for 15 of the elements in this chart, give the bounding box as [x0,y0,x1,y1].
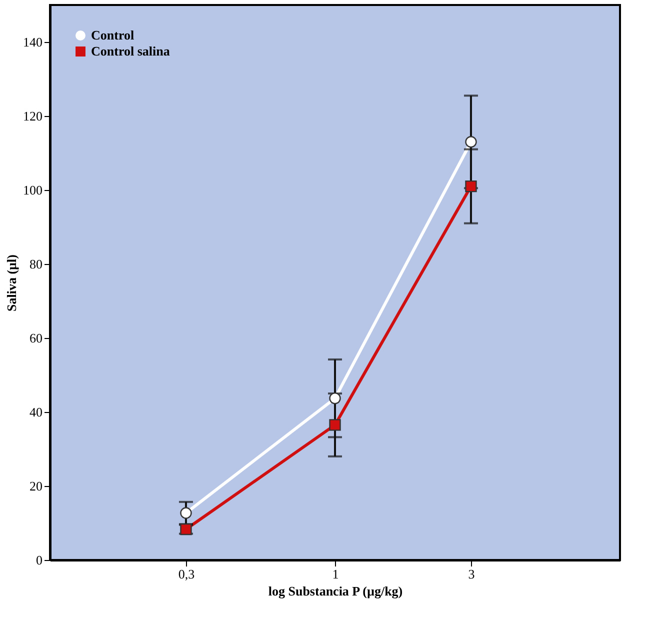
y-tick-label: 0 [36,552,42,568]
x-tick-label: 3 [468,566,475,582]
x-axis-title: log Substancia P (µg/kg) [268,584,403,598]
y-tick-label: 80 [30,256,42,272]
y-tick-label: 40 [30,404,42,420]
x-tick-label: 0,3 [178,566,195,582]
y-tick-label: 60 [30,330,42,346]
y-axis-title: Saliva (µl) [4,254,19,312]
y-tick-label: 20 [30,478,42,494]
x-tick-label: 1 [332,566,339,582]
y-tick-label: 120 [23,108,42,124]
legend-label: Control salina [91,44,170,58]
y-tick-label: 100 [23,182,42,198]
y-tick-label: 140 [23,34,42,50]
legend-label: Control [91,28,134,42]
